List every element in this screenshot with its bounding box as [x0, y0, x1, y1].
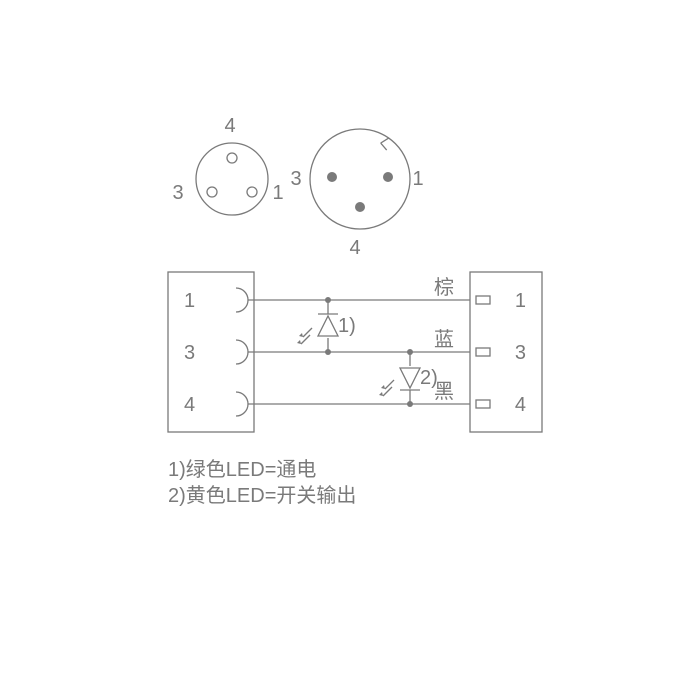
- svg-text:3: 3: [290, 168, 301, 190]
- svg-text:棕: 棕: [434, 276, 454, 299]
- svg-text:1)绿色LED=通电: 1)绿色LED=通电: [168, 458, 316, 481]
- svg-text:4: 4: [184, 394, 195, 416]
- svg-text:1: 1: [272, 182, 283, 204]
- svg-text:4: 4: [349, 237, 360, 259]
- svg-text:1: 1: [412, 168, 423, 190]
- svg-text:1: 1: [184, 290, 195, 312]
- svg-text:3: 3: [172, 182, 183, 204]
- svg-text:2): 2): [420, 367, 438, 389]
- svg-text:3: 3: [515, 342, 526, 364]
- svg-text:1: 1: [515, 290, 526, 312]
- svg-text:3: 3: [184, 342, 195, 364]
- svg-text:2)黄色LED=开关输出: 2)黄色LED=开关输出: [168, 484, 356, 507]
- svg-text:4: 4: [224, 115, 235, 137]
- svg-text:蓝: 蓝: [434, 328, 454, 351]
- svg-text:4: 4: [515, 394, 526, 416]
- svg-text:1): 1): [338, 315, 356, 337]
